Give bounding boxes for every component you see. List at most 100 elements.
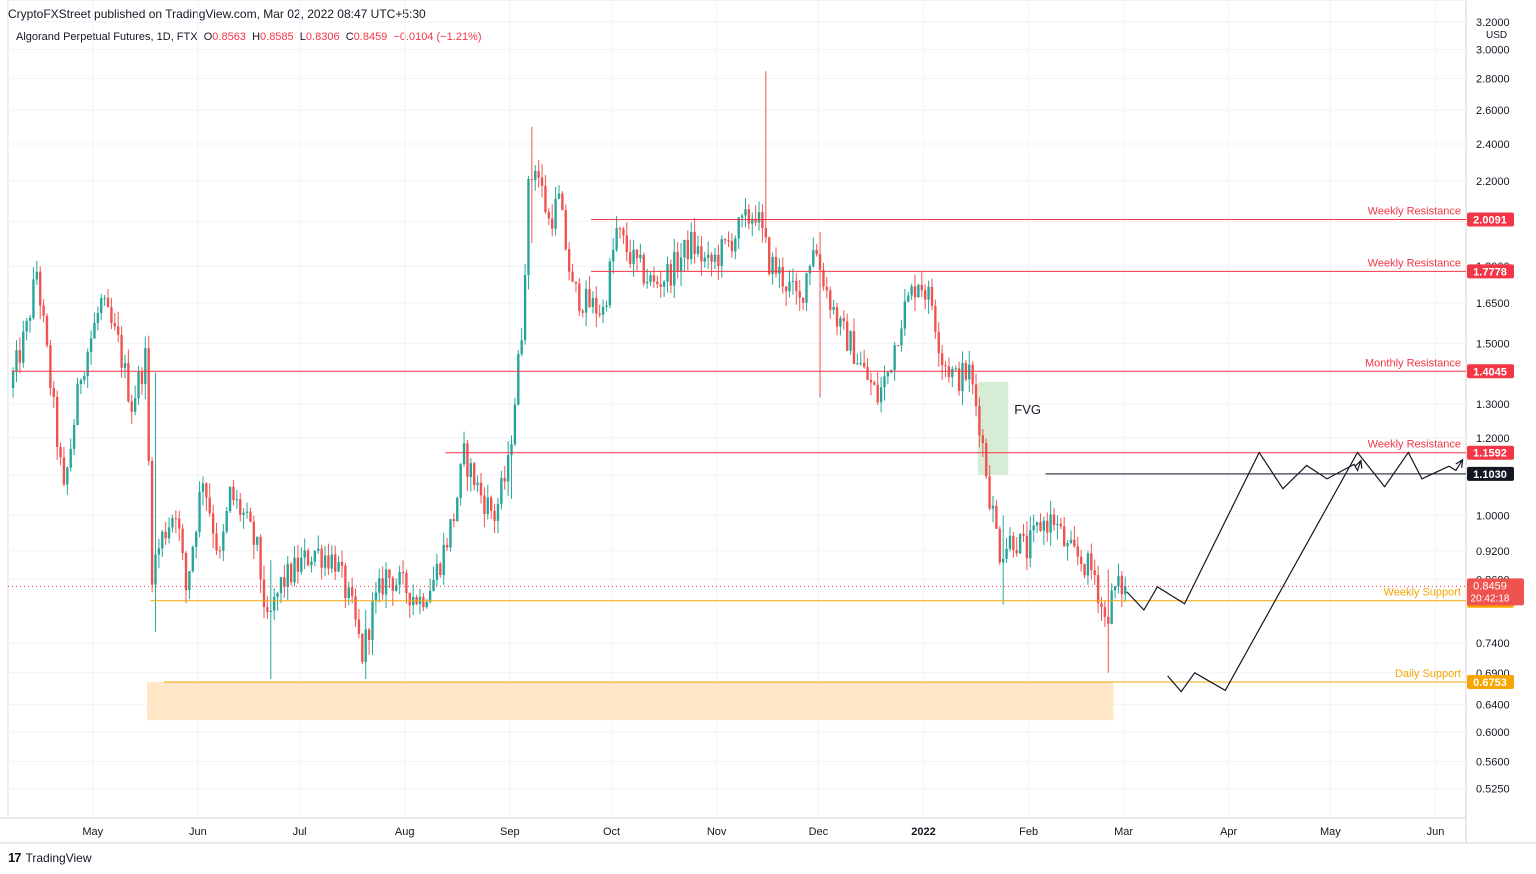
candle-body: [530, 179, 534, 181]
level-label: Weekly Support: [1384, 587, 1461, 599]
y-tick-label: 3.2000: [1476, 17, 1510, 29]
price-tag-bg: [1467, 364, 1514, 379]
candle-body: [496, 503, 500, 521]
candle-body: [639, 254, 642, 259]
candle-body: [751, 218, 754, 224]
close-value: 0.8459: [353, 31, 388, 43]
candle-body: [391, 578, 395, 591]
candle-body: [601, 306, 605, 315]
candle-body: [42, 305, 45, 316]
candle-body: [205, 483, 208, 498]
candle-body: [720, 239, 723, 266]
y-tick-label: 1.2000: [1476, 433, 1510, 445]
candle-body: [11, 371, 15, 389]
candle-body: [473, 463, 476, 486]
high-value: 0.8585: [260, 31, 294, 43]
candle-body: [1005, 548, 1008, 559]
change-value: −0.0104 (−1.21%): [393, 31, 482, 43]
candle-body: [951, 368, 954, 378]
y-tick-label: 0.5600: [1476, 756, 1510, 768]
candle-body: [296, 557, 300, 572]
candle-body: [757, 212, 761, 223]
candle-body: [696, 246, 700, 254]
candle-body: [432, 579, 435, 591]
candle-body: [778, 266, 781, 274]
tradingview-logo-icon: 17: [8, 850, 22, 865]
candle-body: [1059, 523, 1062, 527]
candle-body: [886, 372, 890, 377]
candle-body: [812, 249, 815, 267]
candle-body: [49, 345, 52, 389]
candle-body: [622, 228, 625, 236]
candle-body: [917, 284, 920, 298]
y-tick-label: 3.0000: [1476, 44, 1510, 56]
candle-body: [395, 584, 398, 591]
candle-body: [286, 563, 289, 588]
candle-body: [703, 257, 706, 262]
candle-body: [513, 404, 517, 445]
candle-body: [1056, 523, 1059, 525]
x-tick-label: Jun: [189, 826, 207, 838]
candle-body: [771, 256, 774, 274]
candle-body: [852, 331, 856, 365]
x-tick-label: Feb: [1019, 826, 1038, 838]
candle-body: [442, 544, 445, 576]
candle-body: [425, 601, 428, 608]
candle-body: [289, 563, 293, 583]
candle-body: [371, 601, 374, 640]
candle-body: [784, 286, 788, 292]
low-label: L: [299, 31, 306, 43]
candle-body: [374, 592, 378, 602]
candle-body: [479, 482, 483, 496]
candle-body: [259, 536, 262, 580]
candle-body: [422, 596, 425, 608]
candle-body: [849, 331, 852, 351]
candle-body: [635, 249, 639, 259]
candle-body: [334, 554, 337, 572]
candle-body: [578, 283, 581, 311]
candle-body: [245, 511, 249, 513]
candle-body: [147, 348, 150, 461]
candle-body: [595, 297, 598, 314]
candle-body: [313, 550, 317, 562]
x-tick-label: 2022: [911, 826, 935, 838]
candle-body: [154, 554, 157, 585]
candle-body: [303, 550, 306, 558]
candle-body: [717, 254, 720, 266]
candle-body: [968, 364, 971, 380]
candle-body: [1100, 603, 1103, 608]
candle-body: [798, 291, 801, 298]
candle-body: [232, 486, 235, 501]
candle-body: [408, 592, 411, 606]
price-tag-label: 1.4045: [1473, 366, 1507, 378]
y-tick-label: 0.9200: [1476, 546, 1510, 558]
candle-body: [862, 362, 866, 368]
candle-body: [510, 444, 513, 456]
candle-body: [59, 446, 62, 458]
candle-body: [727, 240, 730, 242]
candle-body: [815, 249, 818, 255]
candle-body: [167, 527, 171, 539]
countdown-label: 20:42:18: [1471, 593, 1510, 604]
candle-body: [127, 363, 130, 402]
x-tick-label: May: [82, 826, 103, 838]
current-price-label: 0.8459: [1473, 580, 1507, 592]
candle-body: [256, 536, 259, 545]
candle-body: [957, 368, 961, 392]
tradingview-logo[interactable]: 17 TradingView: [8, 850, 92, 865]
y-tick-label: 1.0000: [1476, 510, 1510, 522]
candle-body: [832, 307, 835, 310]
candle-body: [106, 297, 110, 308]
candle-body: [178, 518, 181, 529]
candle-body: [564, 210, 567, 250]
candle-body: [239, 499, 242, 515]
candle-body: [110, 307, 113, 324]
candle-body: [1110, 590, 1113, 624]
candle-body: [676, 251, 679, 272]
y-tick-label: 0.7400: [1476, 638, 1510, 650]
candle-body: [954, 368, 957, 370]
candle-body: [1022, 533, 1025, 536]
candle-body: [978, 406, 981, 436]
candle-body: [317, 548, 320, 551]
